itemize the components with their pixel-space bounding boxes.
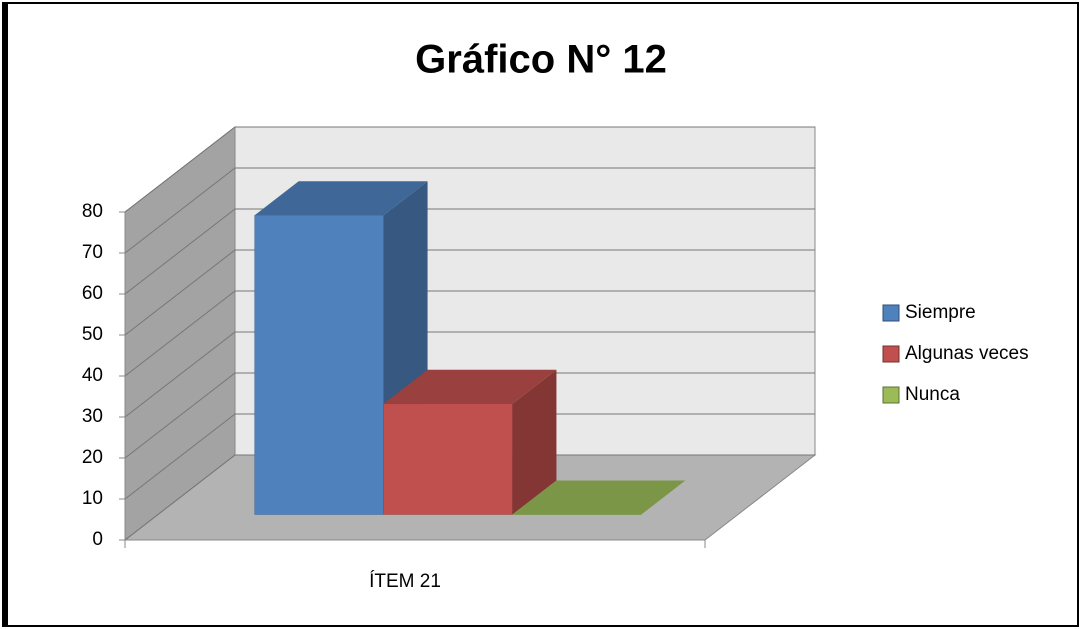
y-tick-label: 30 bbox=[82, 406, 103, 427]
grid-line bbox=[124, 126, 815, 213]
legend-swatch bbox=[882, 345, 900, 363]
chart-title: Gráfico N° 12 bbox=[415, 38, 667, 82]
legend-swatch bbox=[882, 386, 900, 404]
grid-line bbox=[124, 372, 815, 459]
x-tick-label: ÍTEM 21 bbox=[369, 571, 441, 592]
y-tick-label: 70 bbox=[82, 242, 103, 263]
grid-line bbox=[124, 208, 815, 295]
grid-line bbox=[124, 331, 815, 418]
bar-top bbox=[512, 480, 686, 515]
bar-top bbox=[254, 181, 428, 216]
grid-line bbox=[124, 249, 815, 336]
y-tick-label: 80 bbox=[82, 201, 103, 222]
legend-swatch bbox=[882, 304, 900, 322]
y-tick-label: 50 bbox=[82, 324, 103, 345]
y-tick-label: 0 bbox=[92, 529, 103, 550]
legend-label: Nunca bbox=[905, 384, 960, 405]
bar-top bbox=[383, 369, 557, 404]
bar bbox=[383, 369, 557, 515]
legend-label: Algunas veces bbox=[905, 343, 1029, 364]
grid-line bbox=[124, 290, 815, 377]
grid-line bbox=[124, 454, 815, 541]
bar bbox=[512, 480, 686, 515]
legend-label: Siempre bbox=[905, 302, 976, 323]
bar-front bbox=[254, 214, 384, 515]
y-tick-label: 60 bbox=[82, 283, 103, 304]
grid-line bbox=[124, 413, 815, 500]
grid-line bbox=[124, 167, 815, 254]
y-tick-label: 20 bbox=[82, 447, 103, 468]
y-tick-label: 40 bbox=[82, 365, 103, 386]
bar-side bbox=[512, 369, 557, 515]
bar-front bbox=[383, 403, 513, 515]
y-tick-label: 10 bbox=[82, 488, 103, 509]
